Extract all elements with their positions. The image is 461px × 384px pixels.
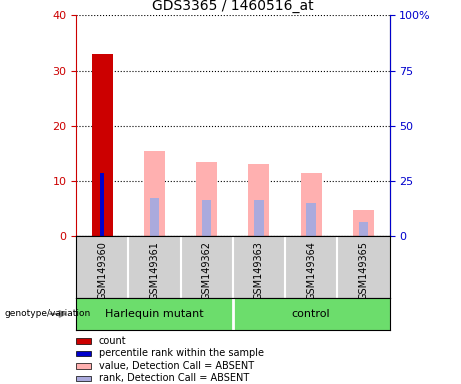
Text: rank, Detection Call = ABSENT: rank, Detection Call = ABSENT	[99, 373, 249, 384]
Text: GSM149360: GSM149360	[97, 241, 107, 300]
Text: genotype/variation: genotype/variation	[5, 310, 91, 318]
Bar	[202, 200, 212, 236]
Text: count: count	[99, 336, 126, 346]
Text: GSM149363: GSM149363	[254, 241, 264, 300]
Bar	[359, 222, 368, 236]
Bar	[92, 54, 112, 236]
Bar	[100, 173, 104, 236]
Title: GDS3365 / 1460516_at: GDS3365 / 1460516_at	[152, 0, 313, 13]
Text: GSM149361: GSM149361	[149, 241, 160, 300]
Text: Harlequin mutant: Harlequin mutant	[105, 309, 204, 319]
Text: GSM149362: GSM149362	[201, 241, 212, 300]
Bar	[353, 210, 374, 236]
Bar	[76, 338, 91, 344]
Bar	[248, 164, 269, 236]
Bar	[307, 203, 316, 236]
Text: percentile rank within the sample: percentile rank within the sample	[99, 348, 264, 359]
Text: control: control	[292, 309, 331, 319]
Text: value, Detection Call = ABSENT: value, Detection Call = ABSENT	[99, 361, 254, 371]
Bar	[254, 200, 264, 236]
Text: GSM149364: GSM149364	[306, 241, 316, 300]
Bar	[301, 173, 322, 236]
Bar	[144, 151, 165, 236]
Bar	[76, 376, 91, 381]
Bar	[196, 162, 217, 236]
Bar	[150, 197, 159, 236]
Bar	[76, 363, 91, 369]
Bar	[76, 351, 91, 356]
Text: GSM149365: GSM149365	[358, 241, 368, 300]
